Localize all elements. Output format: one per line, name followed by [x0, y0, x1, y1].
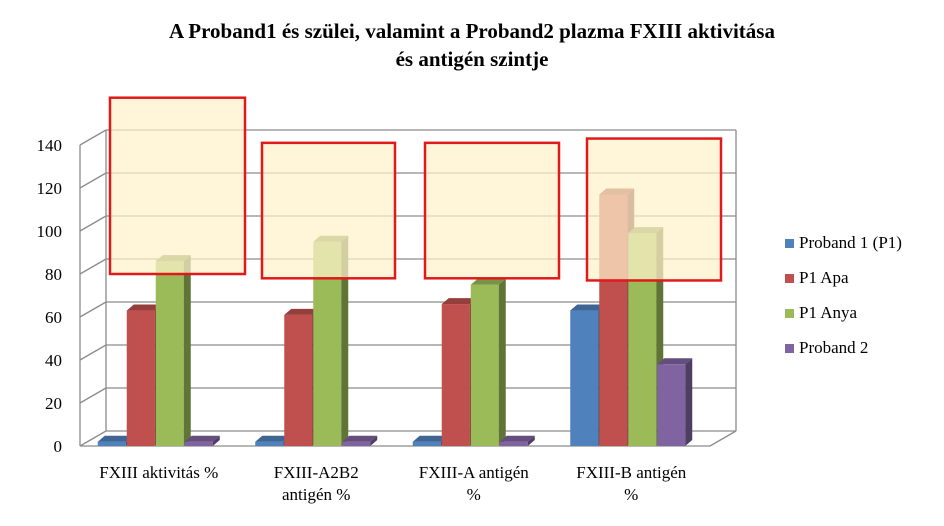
bar-top: [441, 298, 477, 305]
bar: [184, 435, 220, 446]
gridline-side: [79, 258, 107, 275]
bar-top: [97, 435, 133, 442]
bar-top: [470, 278, 506, 285]
x-category-label: FXIII-A antigén: [419, 463, 530, 482]
bar-front: [126, 310, 155, 446]
legend-swatch: [785, 344, 794, 353]
bar-front: [570, 310, 599, 446]
bar-side: [370, 435, 378, 446]
bar: [342, 435, 378, 446]
bar-top: [184, 435, 220, 442]
bar-front: [657, 364, 686, 446]
y-tick-label: 40: [45, 351, 62, 370]
bar-side: [685, 358, 693, 446]
bar: [657, 358, 693, 446]
chart-title-line1: A Proband1 és szülei, valamint a Proband…: [169, 19, 775, 43]
bar-front: [412, 441, 441, 446]
legend-label: Proband 2: [799, 338, 868, 357]
bar-top: [342, 435, 378, 442]
bar-front: [441, 304, 470, 446]
bar-top: [657, 358, 693, 365]
legend-label: Proband 1 (P1): [799, 233, 902, 252]
x-category-label: %: [624, 485, 638, 504]
bar-side: [183, 255, 191, 446]
gridline-side: [79, 344, 107, 361]
x-category-label: FXIII-B antigén: [576, 463, 687, 482]
gridline-side: [79, 387, 107, 404]
bar-top: [412, 435, 448, 442]
bar-top: [284, 308, 320, 315]
y-tick-label: 20: [45, 394, 62, 413]
bar-top: [570, 304, 606, 311]
chart-title-line2: és antigén szintje: [396, 47, 549, 71]
gridline-side: [79, 215, 107, 232]
bar-front: [284, 314, 313, 446]
bar-top: [499, 435, 535, 442]
y-tick-label: 60: [45, 308, 62, 327]
y-tick-label: 100: [37, 222, 63, 241]
bar-front: [342, 441, 371, 446]
highlight-box: [585, 137, 723, 282]
bar-front: [155, 261, 184, 446]
bar: [470, 278, 506, 446]
bar-top: [126, 304, 162, 311]
floor-side-edge: [709, 430, 737, 447]
highlight-box: [260, 141, 397, 280]
bar-side: [212, 435, 220, 446]
y-tick-label: 0: [54, 437, 63, 456]
bar-top: [255, 435, 291, 442]
legend-swatch: [785, 274, 794, 283]
highlight-box: [423, 141, 561, 280]
bar-front: [499, 441, 528, 446]
y-tick-label: 140: [37, 136, 63, 155]
gridline-side: [79, 129, 107, 146]
gridline-side: [79, 301, 107, 318]
legend-swatch: [785, 309, 794, 318]
bar-side: [527, 435, 535, 446]
y-tick-label: 120: [37, 179, 63, 198]
legend-swatch: [785, 239, 794, 248]
y-tick-label: 80: [45, 265, 62, 284]
bar-front: [255, 441, 284, 446]
bar: [499, 435, 535, 446]
legend-label: P1 Anya: [799, 303, 858, 322]
bar-front: [184, 441, 213, 446]
gridline-side: [79, 172, 107, 189]
x-category-label: FXIII-A2B2: [274, 463, 359, 482]
gridline-side: [79, 430, 107, 447]
x-category-label: FXIII aktivitás %: [99, 463, 218, 482]
bar-front: [470, 284, 499, 446]
x-category-label: antigén %: [282, 485, 350, 504]
bar-front: [97, 441, 126, 446]
bar: [155, 255, 191, 446]
bar-side: [341, 235, 349, 446]
bar-side: [498, 278, 506, 446]
x-category-label: %: [467, 485, 481, 504]
legend-label: P1 Apa: [799, 268, 849, 287]
highlight-box: [108, 96, 247, 276]
